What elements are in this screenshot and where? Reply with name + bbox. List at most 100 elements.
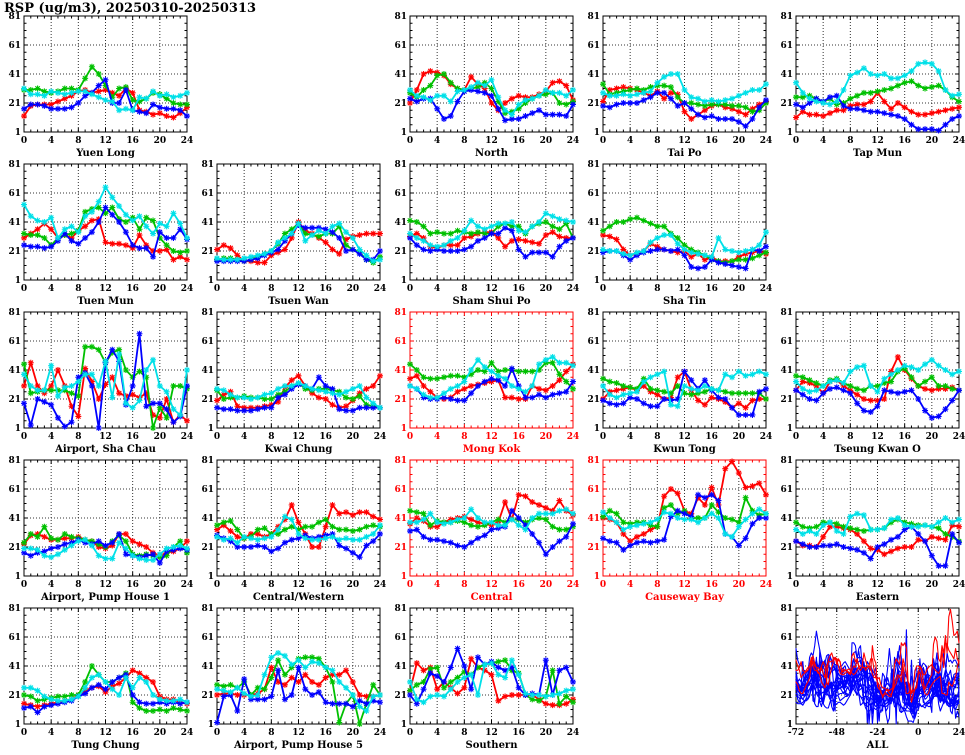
y-tick-label: 21 — [394, 395, 407, 405]
x-tick-label: 0 — [407, 580, 413, 590]
chart-tap-mun: 1 21 41 61 81 0 4 8 12 16 20 24 Tap Mun — [772, 12, 965, 160]
x-tick-label: 4 — [434, 136, 440, 146]
y-tick-label: 21 — [8, 395, 21, 405]
x-tick-label: 8 — [654, 580, 660, 590]
x-tick-label: 0 — [600, 284, 606, 294]
y-tick-label: 21 — [780, 691, 793, 701]
x-tick-label: 16 — [126, 580, 139, 590]
x-tick-label: 24 — [760, 580, 772, 590]
x-tick-label: 0 — [214, 580, 220, 590]
x-tick-label: 20 — [733, 580, 746, 590]
chart-all: 1 21 41 61 81 -72 -48 -24 0 24 ALL — [772, 604, 965, 752]
x-tick-label: 8 — [654, 284, 660, 294]
y-tick-label: 1 — [15, 128, 21, 138]
chart-tung-chung: 1 21 41 61 81 0 4 8 12 16 20 24 Tung Chung — [0, 604, 193, 752]
x-tick-label: 4 — [820, 136, 826, 146]
series-markers-cyan — [407, 506, 576, 533]
y-tick-label: 41 — [8, 662, 21, 672]
series-markers-cyan — [600, 368, 769, 410]
y-tick-label: 61 — [394, 337, 407, 347]
x-tick-label: 24 — [374, 284, 386, 294]
y-tick-label: 61 — [587, 189, 600, 199]
y-tick-label: 21 — [8, 247, 21, 257]
y-tick-label: 21 — [587, 247, 600, 257]
x-tick-label: 12 — [485, 136, 498, 146]
station-label-tai-po: Tai Po — [667, 148, 701, 159]
chart-sha-tin: 1 21 41 61 81 0 4 8 12 16 20 24 Sha Tin — [579, 160, 772, 308]
x-tick-label: 12 — [99, 728, 112, 738]
y-tick-label: 41 — [587, 70, 600, 80]
x-tick-label: 0 — [21, 284, 27, 294]
x-tick-label: 4 — [241, 432, 247, 442]
station-label-southern: Southern — [466, 740, 519, 751]
x-tick-label: 4 — [48, 728, 54, 738]
y-tick-label: 41 — [394, 218, 407, 228]
x-tick-label: 0 — [407, 284, 413, 294]
y-tick-label: 41 — [201, 514, 214, 524]
y-tick-label: 61 — [8, 189, 21, 199]
x-tick-label: 20 — [540, 728, 553, 738]
y-tick-label: 21 — [587, 543, 600, 553]
y-tick-label: 81 — [8, 12, 21, 22]
y-tick-label: 61 — [8, 337, 21, 347]
y-tick-label: 41 — [780, 366, 793, 376]
x-tick-label: 8 — [654, 432, 660, 442]
x-tick-label: 20 — [154, 580, 167, 590]
y-tick-label: 81 — [394, 456, 407, 466]
series-markers-blue — [21, 330, 190, 431]
y-tick-label: 61 — [201, 337, 214, 347]
x-tick-label: 4 — [241, 284, 247, 294]
x-tick-label: 0 — [915, 728, 921, 738]
x-tick-label: 16 — [126, 432, 139, 442]
x-tick-label: -24 — [869, 728, 885, 738]
x-tick-label: 0 — [21, 432, 27, 442]
x-tick-label: 0 — [21, 136, 27, 146]
chart-airport-pump-house-5: 1 21 41 61 81 0 4 8 12 16 20 24 Airport, Pump House … — [193, 604, 386, 752]
x-tick-label: 24 — [181, 728, 193, 738]
y-tick-label: 61 — [394, 485, 407, 495]
x-tick-label: 16 — [512, 284, 525, 294]
chart-kwai-chung: 1 21 41 61 81 0 4 8 12 16 20 24 Kwai Chung — [193, 308, 386, 456]
series-markers-blue — [793, 523, 962, 569]
chart-central-western: 1 21 41 61 81 0 4 8 12 16 20 24 Central/Western — [193, 456, 386, 604]
x-tick-label: 24 — [567, 432, 579, 442]
series-markers-cyan — [407, 76, 576, 118]
series-markers-cyan — [214, 513, 383, 546]
x-tick-label: 8 — [461, 728, 467, 738]
x-tick-label: 4 — [627, 580, 633, 590]
x-tick-label: 12 — [292, 284, 305, 294]
x-tick-label: 0 — [600, 580, 606, 590]
chart-mong-kok: 1 21 41 61 81 0 4 8 12 16 20 24 Mong Kok — [386, 308, 579, 456]
station-label-airport-sha-chau: Airport, Sha Chau — [54, 444, 156, 455]
x-tick-label: 12 — [99, 136, 112, 146]
station-label-eastern: Eastern — [856, 592, 900, 603]
y-tick-label: 1 — [15, 276, 21, 286]
y-tick-label: 41 — [587, 366, 600, 376]
series-markers-cyan — [407, 657, 576, 706]
x-tick-label: 24 — [181, 284, 193, 294]
x-tick-label: 4 — [241, 728, 247, 738]
chart-canvas-tung-chung: 1 21 41 61 81 0 4 8 12 16 20 24 Tung Chung — [8, 604, 193, 751]
chart-canvas-north: 1 21 41 61 81 0 4 8 12 16 20 24 North — [394, 12, 579, 159]
x-tick-label: 16 — [705, 136, 718, 146]
x-tick-label: 20 — [154, 136, 167, 146]
chart-southern: 1 21 41 61 81 0 4 8 12 16 20 24 Southern — [386, 604, 579, 752]
y-tick-label: 21 — [780, 395, 793, 405]
y-tick-label: 81 — [8, 308, 21, 318]
station-label-sha-tin: Sha Tin — [663, 296, 707, 307]
y-tick-label: 61 — [587, 485, 600, 495]
station-label-sham-shui-po: Sham Shui Po — [453, 296, 531, 307]
series-markers-cyan — [21, 184, 190, 241]
chart-canvas-central: 1 21 41 61 81 0 4 8 12 16 20 24 Central — [394, 456, 579, 603]
x-tick-label: 16 — [319, 284, 332, 294]
y-tick-label: 21 — [8, 691, 21, 701]
x-tick-label: 4 — [434, 432, 440, 442]
x-tick-label: 12 — [485, 580, 498, 590]
y-tick-label: 61 — [780, 337, 793, 347]
series-markers-cyan — [793, 510, 962, 537]
x-tick-label: 8 — [75, 284, 81, 294]
y-tick-label: 21 — [394, 543, 407, 553]
x-tick-label: 20 — [154, 728, 167, 738]
x-tick-label: 8 — [847, 580, 853, 590]
